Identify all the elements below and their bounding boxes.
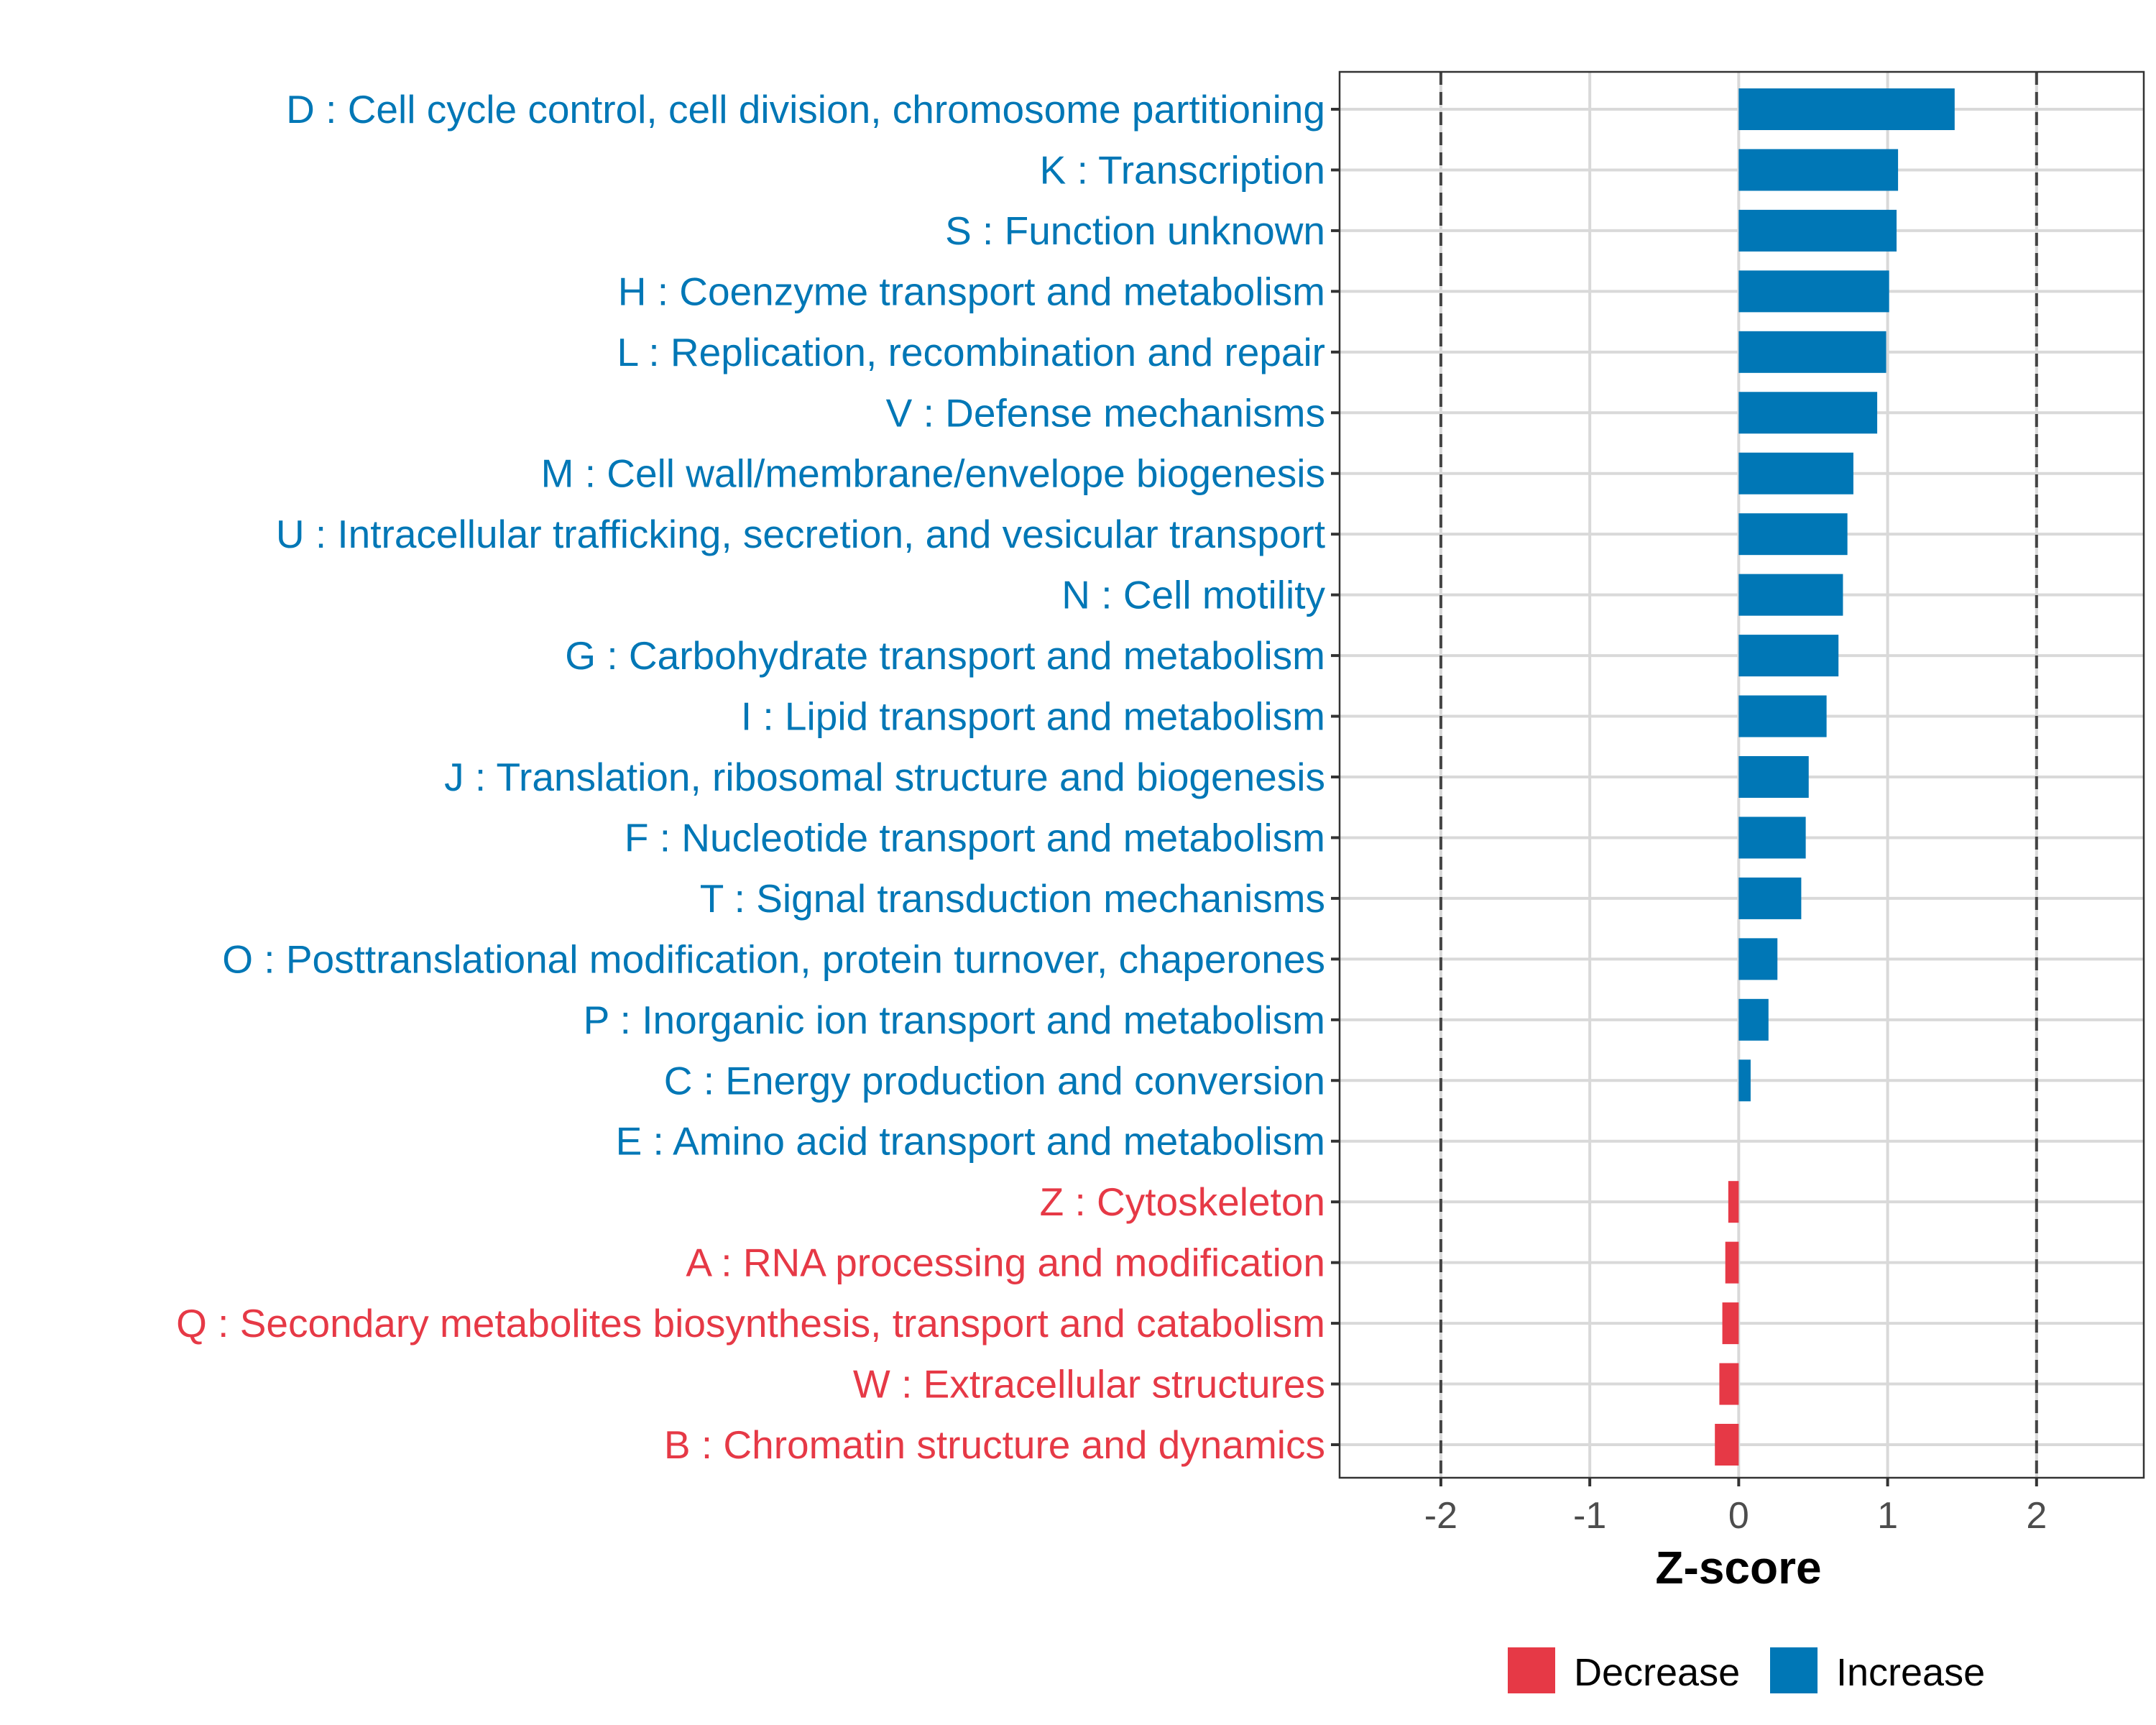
category-label: W : Extracellular structures (853, 1362, 1325, 1407)
bar (1738, 513, 1848, 556)
bar (1738, 1059, 1751, 1102)
x-tick-label: 0 (1728, 1495, 1749, 1537)
bar (1738, 635, 1839, 677)
category-label: E : Amino acid transport and metabolism (616, 1119, 1325, 1164)
bar (1722, 1302, 1739, 1345)
category-label: V : Defense mechanisms (886, 390, 1325, 435)
category-label: M : Cell wall/membrane/envelope biogenes… (541, 451, 1325, 496)
category-label: H : Coenzyme transport and metabolism (618, 269, 1325, 313)
bar (1738, 149, 1899, 191)
category-label: N : Cell motility (1061, 573, 1325, 617)
bar (1715, 1424, 1739, 1466)
category-label: J : Translation, ribosomal structure and… (444, 755, 1325, 799)
bar (1738, 695, 1827, 737)
category-label: G : Carbohydrate transport and metabolis… (565, 633, 1325, 678)
x-tick-label: 1 (1877, 1495, 1898, 1537)
bar (1738, 816, 1806, 859)
bar (1738, 998, 1769, 1041)
x-axis-ticks: -2 -1 0 1 2 (1331, 108, 2047, 1537)
bar (1738, 452, 1853, 494)
bar (1738, 392, 1878, 434)
category-label: S : Function unknown (945, 208, 1325, 253)
bar (1719, 1363, 1739, 1405)
category-label: F : Nucleotide transport and metabolism (625, 815, 1325, 860)
legend-label-increase: Increase (1836, 1651, 1985, 1694)
category-label: I : Lipid transport and metabolism (741, 694, 1325, 739)
bar (1738, 877, 1802, 919)
x-tick-label: 2 (2026, 1495, 2047, 1537)
bar (1738, 331, 1886, 373)
bar (1738, 270, 1889, 313)
bar (1738, 209, 1897, 252)
category-label: C : Energy production and conversion (664, 1058, 1325, 1103)
bars (1715, 88, 1955, 1466)
category-label: L : Replication, recombination and repai… (617, 330, 1325, 374)
category-label: D : Cell cycle control, cell division, c… (286, 87, 1325, 132)
category-label: Q : Secondary metabolites biosynthesis, … (176, 1301, 1325, 1346)
category-label: U : Intracellular trafficking, secretion… (276, 512, 1325, 556)
x-axis-title: Z-score (1655, 1542, 1821, 1593)
category-labels: D : Cell cycle control, cell division, c… (176, 87, 1325, 1467)
bar (1738, 938, 1778, 980)
category-label: K : Transcription (1040, 147, 1325, 192)
bar (1738, 574, 1843, 616)
bar (1738, 756, 1809, 798)
category-label: B : Chromatin structure and dynamics (664, 1422, 1325, 1467)
category-label: O : Posttranslational modification, prot… (222, 937, 1325, 981)
panel-border (1338, 70, 2145, 1479)
legend: Decrease Increase (1508, 1647, 1985, 1694)
category-label: Z : Cytoskeleton (1040, 1179, 1325, 1224)
legend-label-decrease: Decrease (1574, 1651, 1740, 1694)
legend-swatch-increase (1770, 1647, 1818, 1693)
category-label: T : Signal transduction mechanisms (700, 876, 1325, 921)
category-label: P : Inorganic ion transport and metaboli… (584, 998, 1325, 1042)
x-tick-label: -1 (1573, 1495, 1606, 1537)
x-tick-label: -2 (1424, 1495, 1457, 1537)
bar (1738, 88, 1955, 130)
bar (1725, 1241, 1739, 1284)
bar (1728, 1181, 1739, 1223)
category-label: A : RNA processing and modification (686, 1241, 1325, 1285)
legend-swatch-decrease (1508, 1647, 1555, 1693)
